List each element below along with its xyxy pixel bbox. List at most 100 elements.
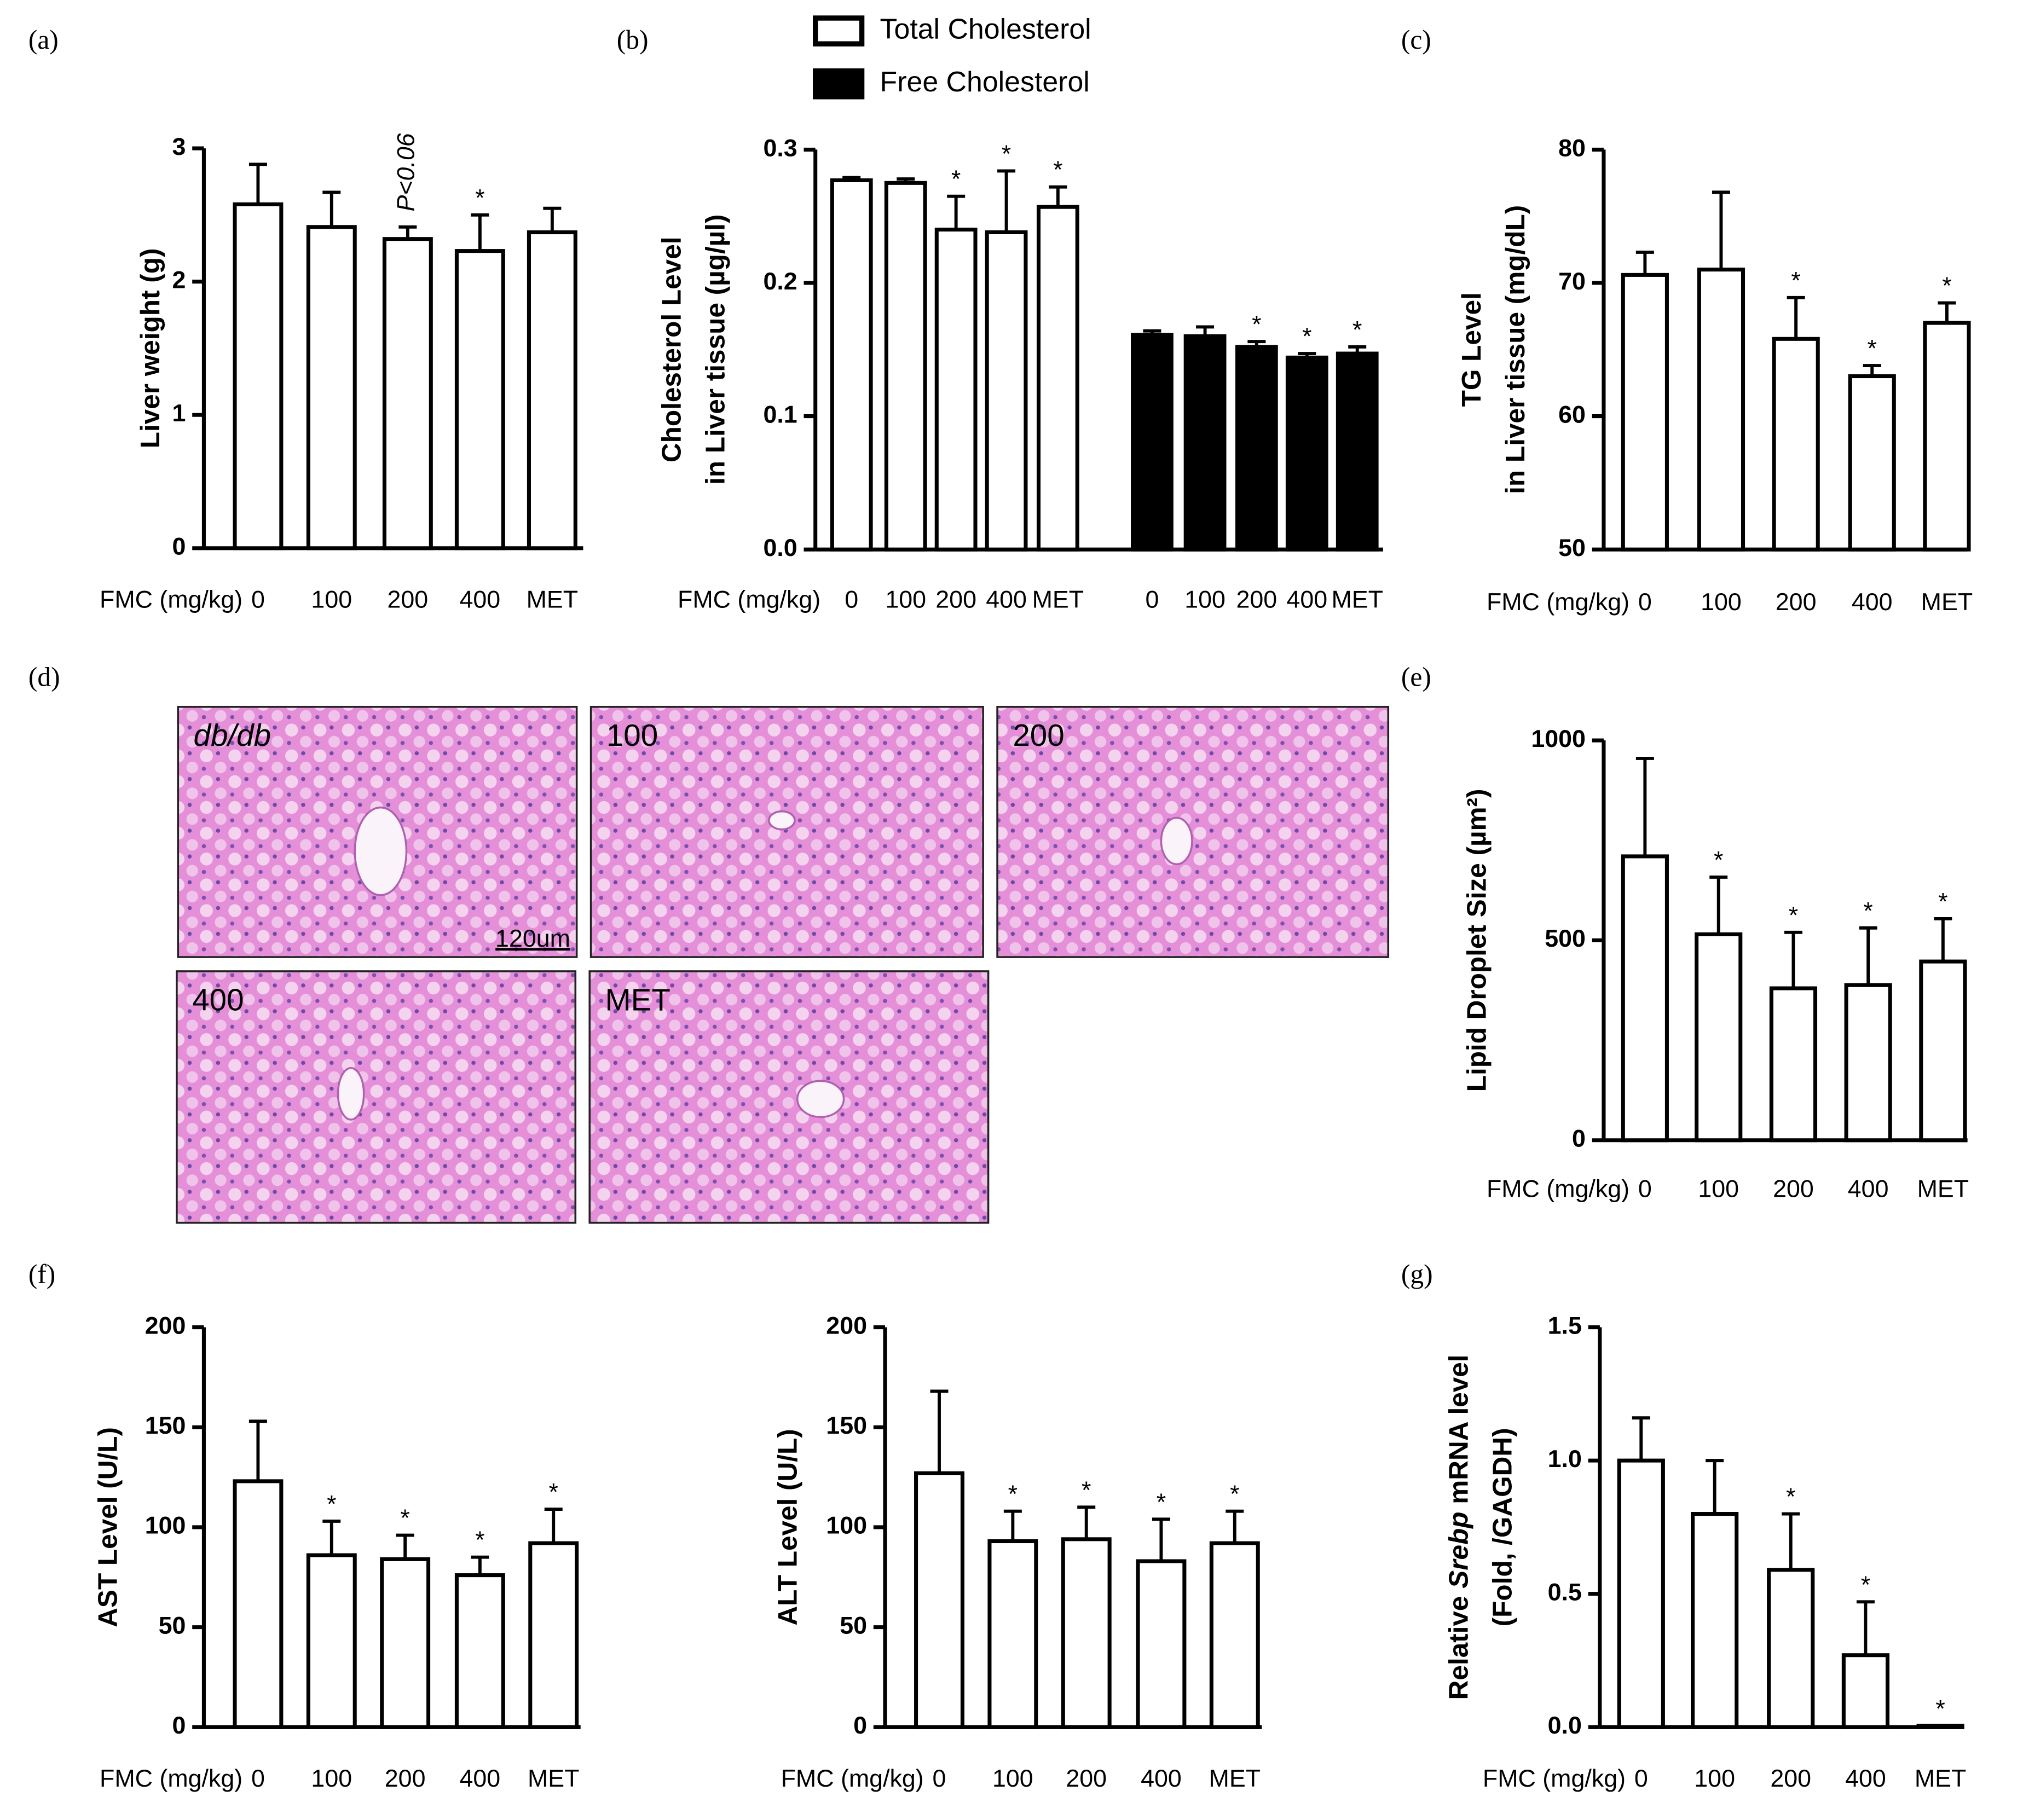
x-axis-label: FMC (mg/kg) xyxy=(678,586,820,613)
y-tick-label: 500 xyxy=(1545,925,1586,952)
bar xyxy=(1621,854,1669,1143)
bar xyxy=(1919,959,1967,1143)
x-tick-label: 400 xyxy=(1141,1765,1182,1792)
x-tick-label: 100 xyxy=(1694,1765,1735,1792)
scale-bar-label: 120um xyxy=(495,925,570,952)
bar xyxy=(1136,1559,1187,1729)
bar xyxy=(1767,1568,1815,1729)
bar xyxy=(985,230,1028,552)
x-axis-label: FMC (mg/kg) xyxy=(1487,588,1629,616)
panel-label: (c) xyxy=(1401,25,1431,55)
histology-image xyxy=(996,705,1390,958)
y-tick-label: 0 xyxy=(853,1712,867,1739)
x-axis-label: FMC (mg/kg) xyxy=(100,1765,242,1792)
bar xyxy=(1691,1512,1739,1729)
x-tick-label: 400 xyxy=(986,586,1027,613)
annotation: * xyxy=(1352,316,1362,343)
x-tick-label: 0 xyxy=(1638,588,1652,616)
x-tick-label: 100 xyxy=(885,586,926,613)
annotation: * xyxy=(1302,323,1311,350)
y-axis-label: TG Level xyxy=(1456,292,1487,407)
y-axis-label: Liver weight (g) xyxy=(135,248,165,449)
y-axis-label: Lipid Droplet Size (µm²) xyxy=(1461,789,1492,1092)
x-tick-label: 200 xyxy=(1770,1765,1811,1792)
bar xyxy=(1848,374,1896,552)
y-axis-label: (Fold, /GAGDH) xyxy=(1488,1428,1518,1626)
bar xyxy=(1061,1537,1112,1729)
bar xyxy=(1697,268,1745,552)
y-tick-label: 100 xyxy=(145,1512,186,1539)
y-tick-label: 50 xyxy=(1558,534,1586,561)
annotation: * xyxy=(1789,901,1798,929)
vessel xyxy=(768,810,796,831)
bar xyxy=(1183,334,1227,552)
panel-label: (a) xyxy=(28,25,59,55)
y-tick-label: 80 xyxy=(1558,134,1586,161)
bar xyxy=(454,1573,505,1729)
y-tick-label: 0.2 xyxy=(763,268,797,295)
bar xyxy=(1617,1458,1665,1729)
legend-label: Total Cholesterol xyxy=(880,13,1091,44)
bar xyxy=(1769,986,1818,1143)
histology-image xyxy=(588,970,990,1224)
annotation: * xyxy=(1942,272,1951,299)
x-tick-label: 200 xyxy=(935,586,976,613)
y-tick-label: 60 xyxy=(1558,401,1586,428)
y-tick-label: 50 xyxy=(840,1612,867,1639)
histology-label: db/db xyxy=(194,718,271,752)
bar xyxy=(1844,983,1892,1143)
x-tick-label: 0 xyxy=(1145,586,1159,613)
x-tick-label: 0 xyxy=(251,1765,265,1792)
bar xyxy=(454,249,505,550)
annotation: * xyxy=(475,1526,484,1554)
y-tick-label: 0.0 xyxy=(763,534,797,561)
y-tick-label: 3 xyxy=(172,133,186,160)
x-tick-label: MET xyxy=(1209,1765,1261,1792)
vessel xyxy=(354,806,408,896)
bar xyxy=(527,230,577,550)
legend-swatch xyxy=(813,15,865,47)
bar xyxy=(1772,337,1820,552)
x-tick-label: 100 xyxy=(1184,586,1226,613)
annotation: * xyxy=(951,165,961,193)
annotation: P<0.06 xyxy=(392,133,420,211)
panel-label: (g) xyxy=(1401,1259,1433,1289)
y-tick-label: 150 xyxy=(145,1412,186,1439)
y-axis-label: Relative Srebp mRNA level xyxy=(1443,1354,1473,1700)
x-tick-label: 0 xyxy=(1638,1175,1652,1203)
y-axis-label: in Liver tissue (mg/dL) xyxy=(1500,205,1530,494)
annotation: * xyxy=(475,184,484,211)
x-axis-label: FMC (mg/kg) xyxy=(1483,1765,1626,1792)
panel-label: (f) xyxy=(28,1259,55,1289)
bar xyxy=(830,178,873,552)
bar xyxy=(1916,1724,1964,1729)
y-tick-label: 0 xyxy=(172,533,186,560)
y-tick-label: 70 xyxy=(1558,268,1586,295)
vessel xyxy=(337,1067,365,1121)
x-tick-label: 100 xyxy=(311,1765,352,1792)
annotation: * xyxy=(1791,266,1800,294)
bar xyxy=(987,1539,1038,1729)
y-tick-label: 200 xyxy=(826,1312,867,1339)
x-tick-label: 400 xyxy=(1848,1175,1889,1203)
bar xyxy=(1695,932,1743,1143)
y-tick-label: 0.3 xyxy=(763,134,797,161)
y-tick-label: 100 xyxy=(826,1512,867,1539)
bar xyxy=(1336,351,1379,552)
x-tick-label: MET xyxy=(1921,588,1973,616)
y-tick-label: 50 xyxy=(159,1612,186,1639)
annotation: * xyxy=(1861,1571,1870,1598)
bar xyxy=(1841,1653,1890,1729)
annotation: * xyxy=(1008,1480,1018,1508)
x-tick-label: MET xyxy=(1032,586,1084,613)
annotation: * xyxy=(1868,335,1877,362)
bar xyxy=(1036,205,1079,552)
histology-label: MET xyxy=(605,982,671,1017)
legend-swatch xyxy=(813,68,865,100)
annotation: * xyxy=(1053,156,1062,183)
y-tick-label: 0 xyxy=(1572,1125,1586,1152)
x-tick-label: 400 xyxy=(1852,588,1893,616)
y-tick-label: 1 xyxy=(172,399,186,427)
histology-label: 400 xyxy=(192,982,244,1017)
